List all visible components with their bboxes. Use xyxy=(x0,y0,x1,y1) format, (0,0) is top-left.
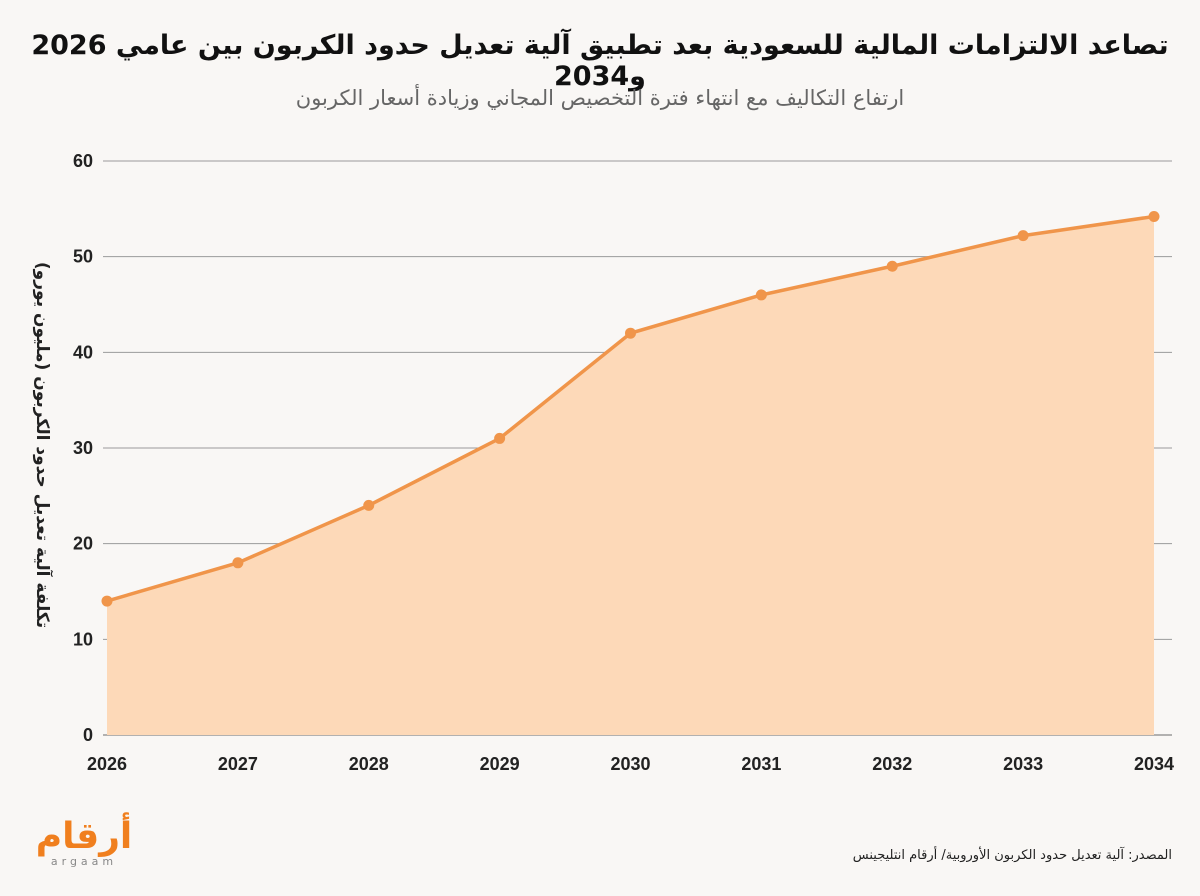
x-tick-label: 2026 xyxy=(87,754,127,774)
x-tick-label: 2031 xyxy=(741,754,781,774)
argaam-logo: أرقام argaam xyxy=(22,818,146,870)
data-point xyxy=(101,595,113,607)
x-tick-label: 2033 xyxy=(1003,754,1043,774)
y-tick-label: 30 xyxy=(73,438,93,458)
logo-latin: argaam xyxy=(50,855,118,868)
y-tick-label: 60 xyxy=(73,151,93,171)
x-tick-label: 2028 xyxy=(349,754,389,774)
y-tick-label: 50 xyxy=(73,247,93,267)
y-tick-label: 40 xyxy=(73,342,93,362)
x-tick-label: 2032 xyxy=(872,754,912,774)
data-point xyxy=(1017,230,1029,242)
data-point xyxy=(1148,210,1160,222)
chart-title: تصاعد الالتزامات المالية للسعودية بعد تط… xyxy=(31,30,1169,92)
area-fill xyxy=(107,216,1154,735)
x-tick-label: 2034 xyxy=(1134,754,1174,774)
source-note: المصدر: آلية تعديل حدود الكربون الأوروبي… xyxy=(852,848,1172,863)
data-point xyxy=(232,557,244,569)
data-point xyxy=(494,432,506,444)
x-tick-label: 2027 xyxy=(218,754,258,774)
data-point xyxy=(755,289,767,301)
data-point xyxy=(625,327,636,339)
data-point xyxy=(886,260,898,272)
chart-subtitle: ارتفاع التكاليف مع انتهاء فترة التخصيص ا… xyxy=(295,86,905,110)
y-tick-label: 20 xyxy=(73,534,93,554)
logo-arabic: أرقام xyxy=(35,816,133,857)
data-point xyxy=(363,499,375,511)
x-tick-label: 2030 xyxy=(610,754,650,774)
y-tick-label: 0 xyxy=(83,725,93,745)
x-tick-label: 2029 xyxy=(480,754,520,774)
y-tick-label: 10 xyxy=(73,629,93,649)
